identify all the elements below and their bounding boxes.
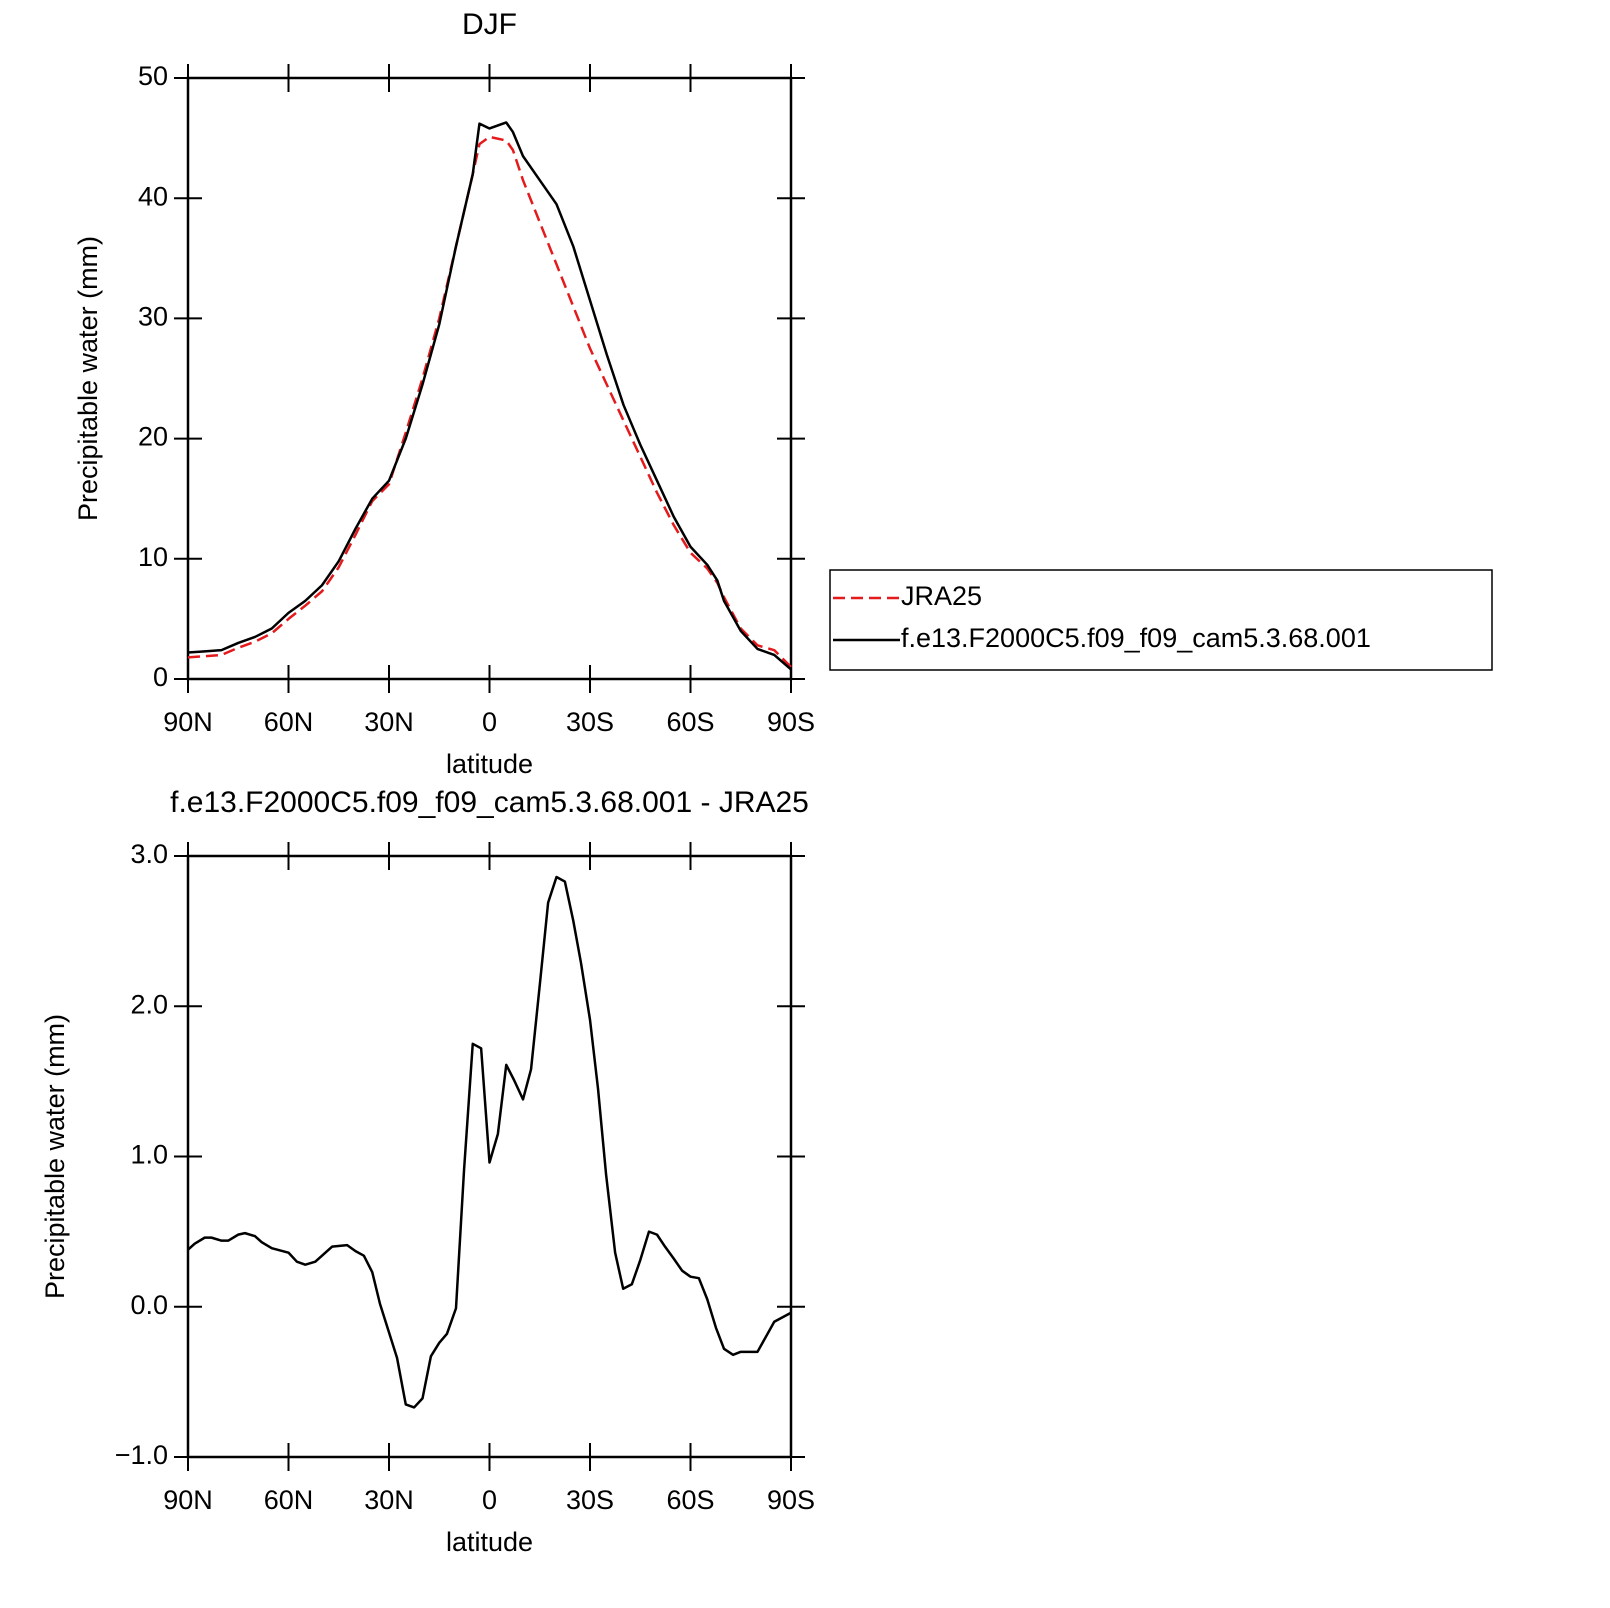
x-tick-label: 60S: [666, 707, 714, 737]
plot-frame: [186, 76, 793, 681]
data-line: [187, 875, 792, 1409]
x-tick-label: 0: [482, 707, 497, 737]
y-tick-label: 30: [138, 302, 168, 332]
x-tick-label: 90N: [163, 1485, 213, 1515]
x-tick-label: 30N: [364, 1485, 414, 1515]
x-tick-label: 90S: [767, 1485, 815, 1515]
x-tick-label: 30S: [566, 1485, 614, 1515]
x-tick-label: 30S: [566, 707, 614, 737]
legend-box: [829, 569, 1493, 671]
chart-title: DJF: [462, 8, 517, 41]
x-tick-label: 60N: [264, 1485, 314, 1515]
x-tick-label: 60S: [666, 1485, 714, 1515]
x-tick-label: 30N: [364, 707, 414, 737]
y-tick-label: 0.0: [130, 1290, 168, 1320]
chart-title: f.e13.F2000C5.f09_f09_cam5.3.68.001 - JR…: [170, 786, 809, 819]
y-tick-label: −1.0: [115, 1440, 168, 1470]
y-tick-label: 0: [153, 662, 168, 692]
y-tick-label: 40: [138, 181, 168, 211]
y-axis-label: Precipitable water (mm): [40, 1014, 70, 1299]
x-axis-label: latitude: [446, 749, 533, 779]
y-tick-label: 2.0: [130, 989, 168, 1019]
y-tick-label: 50: [138, 61, 168, 91]
legend-label: JRA25: [901, 581, 982, 611]
y-tick-label: 10: [138, 542, 168, 572]
x-axis-label: latitude: [446, 1527, 533, 1557]
y-tick-label: 3.0: [130, 839, 168, 869]
y-axis-label: Precipitable water (mm): [73, 236, 103, 521]
data-line: [187, 121, 792, 671]
plot-frame: [186, 854, 793, 1459]
x-tick-label: 0: [482, 1485, 497, 1515]
y-tick-label: 1.0: [130, 1140, 168, 1170]
x-tick-label: 90S: [767, 707, 815, 737]
y-tick-label: 20: [138, 422, 168, 452]
legend-label: f.e13.F2000C5.f09_f09_cam5.3.68.001: [901, 623, 1371, 653]
x-tick-label: 90N: [163, 707, 213, 737]
x-tick-label: 60N: [264, 707, 314, 737]
data-line: [187, 135, 792, 668]
